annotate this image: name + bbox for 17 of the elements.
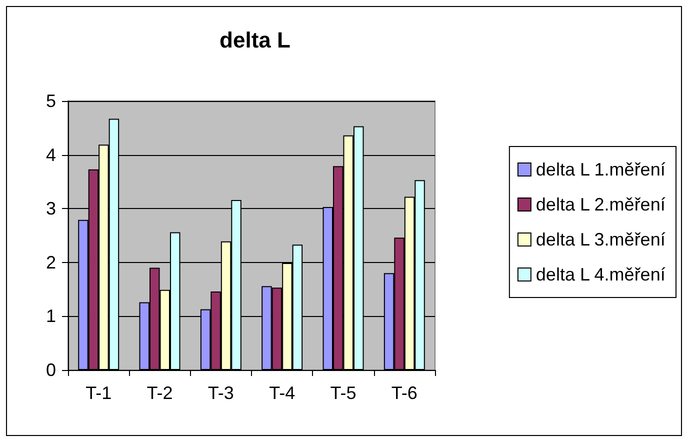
x-tick-label: T-6 bbox=[391, 383, 418, 403]
x-tick-label: T-1 bbox=[86, 383, 112, 403]
legend-label: delta L 3.měření bbox=[536, 230, 666, 250]
legend-label: delta L 1.měření bbox=[536, 160, 666, 180]
y-tick-label: 3 bbox=[46, 198, 56, 219]
y-tick-label: 5 bbox=[46, 91, 56, 111]
y-tick-label: 4 bbox=[46, 144, 56, 165]
y-tick-label: 2 bbox=[46, 252, 56, 272]
x-tick-label: T-3 bbox=[208, 383, 234, 403]
chart-title: delta L bbox=[220, 28, 290, 52]
x-tick-label: T-2 bbox=[146, 383, 173, 403]
legend-label: delta L 4.měření bbox=[536, 264, 666, 284]
y-tick-label: 0 bbox=[46, 360, 56, 380]
x-tick-label: T-4 bbox=[269, 383, 296, 403]
legend-label: delta L 2.měření bbox=[536, 194, 666, 214]
x-tick-label: T-5 bbox=[330, 383, 356, 403]
y-tick-label: 1 bbox=[46, 306, 56, 326]
